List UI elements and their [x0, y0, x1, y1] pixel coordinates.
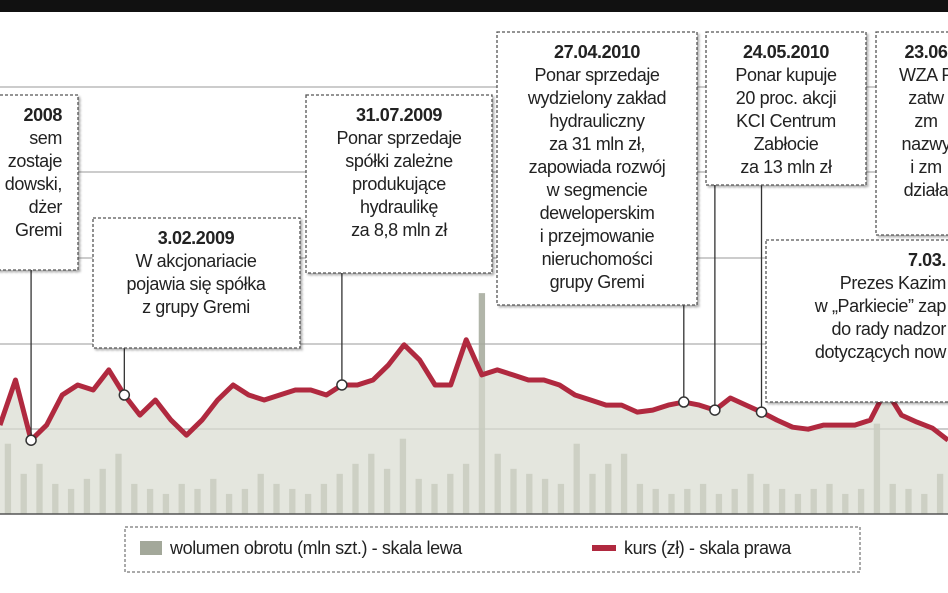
annotation-date: 2008: [24, 105, 63, 125]
annotation-text: KCI Centrum: [736, 111, 836, 131]
event-marker: [755, 406, 768, 418]
legend-swatch: [140, 541, 162, 555]
annotation-box: [875, 31, 948, 236]
annotation-text: produkujące: [352, 174, 446, 194]
annotation-date: 23.06: [904, 42, 947, 62]
annotation-text: do rady nadzor: [832, 319, 947, 339]
annotation-text: nazwy: [901, 134, 948, 154]
annotation-text: dżer: [29, 197, 63, 217]
annotation-text: dotyczących now: [815, 342, 947, 362]
annotation-text: Zabłocie: [754, 134, 819, 154]
annotation-text: wydzielony zakład: [527, 88, 666, 108]
price-area: [0, 339, 948, 514]
event-marker: [336, 379, 348, 391]
annotation-text: za 13 mln zł: [740, 157, 832, 177]
annotation-box: [705, 31, 867, 186]
legend-label: kurs (zł) - skala prawa: [624, 538, 792, 558]
annotation-text: sem: [29, 128, 62, 148]
annotation-date: 7.03.: [908, 250, 946, 270]
annotation-text: w segmencie: [546, 180, 648, 200]
annotation-date: 27.04.2010: [554, 42, 640, 62]
annotation-text: za 8,8 mln zł: [351, 220, 447, 240]
annotation-date: 3.02.2009: [158, 228, 235, 248]
annotation-box: [765, 239, 948, 403]
annotation-box: [92, 217, 301, 349]
annotation-box: [0, 94, 79, 271]
annotation-text: za 31 mln zł,: [549, 134, 645, 154]
annotation-text: Ponar sprzedaje: [336, 128, 461, 148]
annotation-text: Prezes Kazim: [840, 273, 946, 293]
annotation-text: dowski,: [5, 174, 62, 194]
annotation-text: działa: [904, 180, 948, 200]
annotation-text: nieruchomości: [542, 249, 653, 269]
annotation-text: Gremi: [15, 220, 62, 240]
annotation-text: deweloperskim: [540, 203, 655, 223]
annotation-text: i przejmowanie: [540, 226, 655, 246]
annotation-box: [496, 31, 698, 306]
annotation-box: [305, 94, 493, 274]
event-marker: [709, 404, 721, 416]
event-marker: [678, 396, 690, 408]
annotation-text: zostaje: [8, 151, 63, 171]
annotation-text: grupy Gremi: [550, 272, 645, 292]
annotation-text: zapowiada rozwój: [529, 157, 666, 177]
annotation-text: WZA P: [899, 65, 948, 85]
annotation-text: w „Parkiecie” zap: [814, 296, 947, 316]
legend-label: wolumen obrotu (mln szt.) - skala lewa: [169, 538, 463, 558]
plot: [0, 293, 948, 514]
annotation-text: spółki zależne: [345, 151, 453, 171]
annotation-text: i zm: [910, 157, 941, 177]
annotations: 2008 sem zostaje dowski, dżer Gremi 3.02.2009 W…: [0, 31, 948, 403]
annotation-text: 20 proc. akcji: [736, 88, 836, 108]
markers: [25, 379, 768, 446]
annotation-text: Ponar sprzedaje: [534, 65, 659, 85]
annotation-text: pojawia się spółka: [127, 274, 267, 294]
annotation-text: Ponar kupuje: [735, 65, 837, 85]
event-marker: [118, 389, 131, 401]
legend: [124, 526, 861, 573]
annotation-text: hydrauliczny: [549, 111, 645, 131]
top-bar: [0, 0, 948, 12]
price-line: [0, 337, 948, 443]
connectors: [30, 185, 763, 441]
annotation-text: W akcjonariacie: [135, 251, 256, 271]
annotation-date: 31.07.2009: [356, 105, 442, 125]
event-marker: [25, 434, 37, 446]
annotation-text: z grupy Gremi: [142, 297, 250, 317]
annotation-date: 24.05.2010: [743, 42, 829, 62]
annotation-text: zm: [914, 111, 937, 131]
annotation-text: zatw: [908, 88, 945, 108]
annotation-text: hydraulikę: [360, 197, 438, 217]
